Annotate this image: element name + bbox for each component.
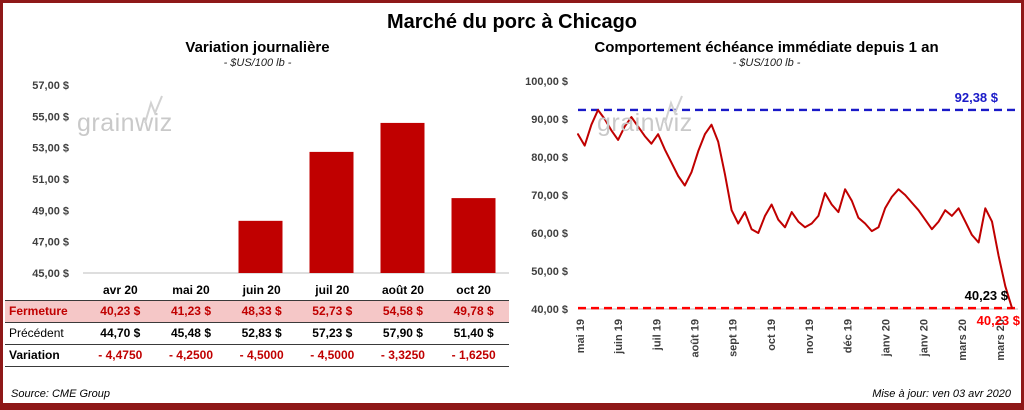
cell-variation: - 4,4750 [98, 348, 143, 362]
month-header: oct 20 [438, 281, 509, 301]
y-tick-label: 55,00 $ [32, 111, 69, 123]
cell-precedent: 45,48 $ [170, 326, 211, 340]
y-tick-label: 100,00 $ [525, 76, 568, 88]
x-tick-label: août 19 [690, 319, 702, 358]
x-tick-label: mars 20 [957, 319, 969, 361]
x-tick-label: janv 20 [880, 319, 892, 357]
y-tick-label: 90,00 $ [531, 114, 568, 126]
line-chart-title: Comportement échéance immédiate depuis 1… [594, 39, 939, 56]
x-tick-label: juil 19 [651, 319, 663, 351]
y-tick-label: 57,00 $ [32, 80, 69, 92]
cell-variation: - 3,3250 [380, 348, 425, 362]
line-chart-subtitle: - $US/100 lb - [732, 57, 801, 69]
y-tick-label: 70,00 $ [531, 190, 568, 202]
cell-variation: - 4,2500 [168, 348, 213, 362]
table-row-variation: Variation - 4,4750 - 4,2500 - 4,5000 - 4,500… [5, 344, 509, 366]
month-header: juin 20 [226, 281, 297, 301]
min-value-label-red: 40,23 $ [977, 313, 1021, 328]
cell-variation: - 4,5000 [310, 348, 355, 362]
row-label-fermeture: Fermeture [9, 304, 68, 318]
price-line [577, 109, 1013, 310]
panel-comportement-echeance: Comportement échéance immédiate depuis 1… [512, 34, 1021, 371]
bar-chart-subtitle: - $US/100 lb - [223, 57, 292, 69]
cell-variation: - 4,5000 [239, 348, 284, 362]
y-tick-label: 60,00 $ [531, 228, 568, 240]
price-table: avr 20 mai 20 juin 20 juil 20 août 20 oct 20 F… [5, 281, 509, 367]
cell-fermeture: 40,23 $ [100, 304, 141, 318]
bar-chart-title: Variation journalière [185, 39, 330, 56]
cell-precedent: 51,40 $ [453, 326, 494, 340]
cell-fermeture: 49,78 $ [453, 304, 494, 318]
x-tick-label: janv 20 [919, 319, 931, 357]
cell-fermeture: 41,23 $ [170, 304, 211, 318]
page-title: Marché du porc à Chicago [386, 11, 638, 33]
y-tick-label: 50,00 $ [531, 266, 568, 278]
month-header: mai 20 [155, 281, 227, 301]
y-tick-label: 51,00 $ [32, 174, 69, 186]
month-header: avr 20 [85, 281, 156, 301]
x-tick-label: juin 19 [613, 319, 625, 355]
cell-precedent: 52,83 $ [241, 326, 282, 340]
table-row-fermeture: Fermeture 40,23 $ 41,23 $ 48,33 $ 52,73 $ 54,… [5, 300, 509, 322]
y-tick-label: 53,00 $ [32, 143, 69, 155]
table-corner [5, 281, 85, 301]
row-label-precedent: Précédent [9, 326, 64, 340]
month-header: août 20 [367, 281, 439, 301]
bar-chart: 45,00 $ 47,00 $ 49,00 $ 51,00 $ 53,00 $ 55,00… [32, 80, 509, 280]
bar [309, 151, 354, 273]
row-label-variation: Variation [9, 348, 60, 362]
y-tick-label: 47,00 $ [32, 237, 69, 249]
updated-text: Mise à jour: ven 03 avr 2020 [872, 388, 1011, 400]
y-tick-label: 40,00 $ [531, 304, 568, 316]
panel-variation-journaliere: Variation journalière - $US/100 lb - 45,… [3, 34, 512, 371]
cell-fermeture: 52,73 $ [312, 304, 353, 318]
cell-precedent: 57,23 $ [312, 326, 353, 340]
bar [238, 220, 283, 273]
bar [451, 198, 496, 273]
min-value-label-black: 40,23 $ [965, 288, 1009, 303]
x-tick-label: déc 19 [842, 319, 854, 353]
x-tick-label: sept 19 [728, 319, 740, 357]
y-tick-label: 45,00 $ [32, 268, 69, 280]
cell-fermeture: 48,33 $ [241, 304, 282, 318]
x-tick-label: mai 19 [575, 319, 587, 353]
y-tick-label: 49,00 $ [32, 205, 69, 217]
x-tick-label: oct 19 [766, 319, 778, 351]
cell-variation: - 1,6250 [451, 348, 496, 362]
source-text: Source: CME Group [11, 388, 111, 400]
month-header: juil 20 [296, 281, 368, 301]
max-value-label: 92,38 $ [955, 90, 999, 105]
x-tick-label: nov 19 [804, 319, 816, 354]
cell-precedent: 57,90 $ [382, 326, 423, 340]
line-chart: 40,00 $ 50,00 $ 60,00 $ 70,00 $ 80,00 $ 90,00… [525, 76, 1021, 361]
bar [380, 122, 425, 273]
cell-fermeture: 54,58 $ [382, 304, 423, 318]
x-tick-label: mars 20 [995, 319, 1007, 361]
footer: Source: CME Group Mise à jour: ven 03 av… [11, 388, 1011, 400]
y-tick-label: 80,00 $ [531, 152, 568, 164]
table-row-precedent: Précédent 44,70 $ 45,48 $ 52,83 $ 57,23 $ 57,… [5, 322, 509, 344]
cell-precedent: 44,70 $ [100, 326, 141, 340]
